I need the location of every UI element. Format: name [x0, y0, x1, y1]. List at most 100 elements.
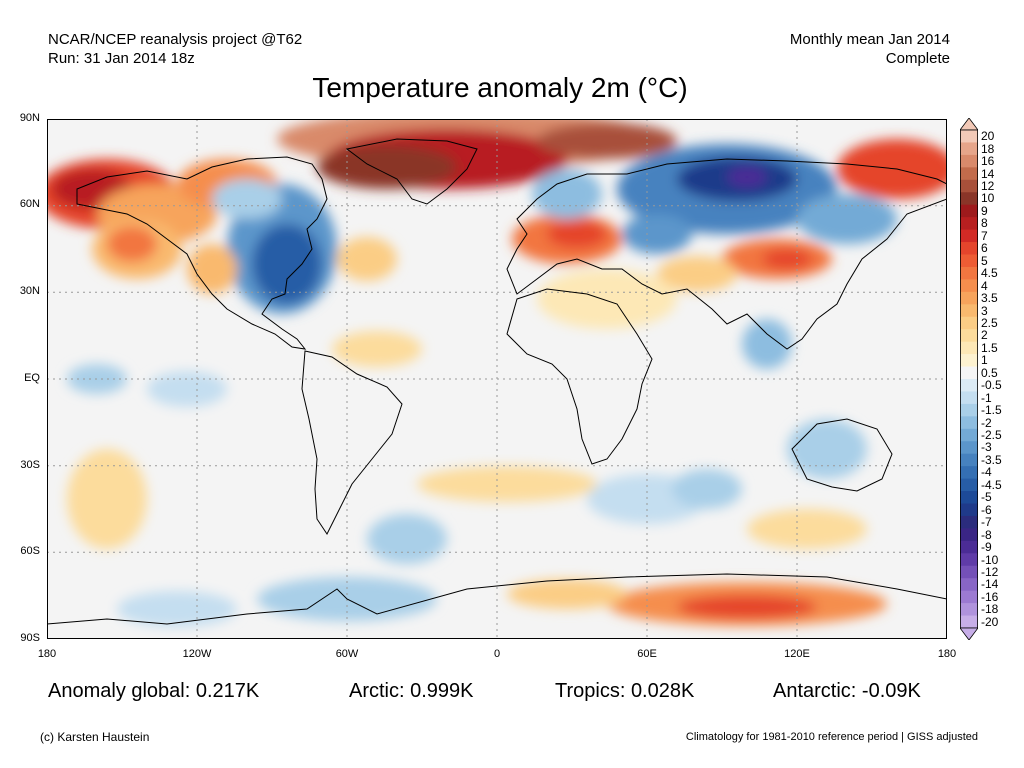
colorbar-label: -16: [981, 589, 999, 604]
status-label: Complete: [885, 50, 950, 67]
colorbar-swatch: [960, 341, 978, 355]
colorbar-swatch: [960, 229, 978, 243]
source-label: NCAR/NCEP reanalysis project @T62: [48, 31, 303, 48]
anomaly-map: [47, 119, 947, 639]
colorbar-label: -2.5: [981, 428, 1002, 443]
colorbar-label: -10: [981, 552, 999, 567]
colorbar-label: -5: [981, 490, 992, 505]
coast-north-america: [76, 156, 328, 350]
colorbar-swatch: [960, 416, 978, 430]
lat-label: 30N: [19, 285, 40, 297]
lat-label: 90N: [19, 112, 40, 124]
coast-greenland: [345, 138, 478, 205]
colorbar: [960, 118, 978, 640]
lat-label: EQ: [24, 372, 40, 384]
colorbar-swatch: [960, 366, 978, 380]
colorbar-label: 3.5: [981, 291, 998, 306]
lon-label: 180: [37, 648, 57, 660]
colorbar-label: -6: [981, 502, 992, 517]
colorbar-swatch: [960, 453, 978, 467]
colorbar-label: 6: [981, 241, 988, 256]
colorbar-swatch: [960, 329, 978, 343]
stat-tropics: Tropics: 0.028K: [555, 680, 695, 702]
stat-arctic: Arctic: 0.999K: [349, 680, 474, 702]
colorbar-label: -3.5: [981, 452, 1002, 467]
header-right: Monthly mean Jan 2014 Complete: [790, 30, 950, 68]
colorbar-swatch: [960, 615, 978, 629]
colorbar-label: 2: [981, 328, 988, 343]
colorbar-label: 3: [981, 303, 988, 318]
colorbar-swatch: [960, 540, 978, 554]
credit-label: (c) Karsten Haustein: [40, 730, 150, 744]
colorbar-swatch: [960, 478, 978, 492]
colorbar-swatch: [960, 403, 978, 417]
coast-africa: [506, 288, 653, 465]
map-frame: [47, 119, 947, 639]
colorbar-label: -4: [981, 465, 992, 480]
colorbar-label: -20: [981, 614, 999, 629]
stat-global: Anomaly global: 0.217K: [48, 680, 260, 702]
colorbar-label: 9: [981, 203, 988, 218]
colorbar-swatch: [960, 304, 978, 318]
lat-label: 30S: [20, 459, 40, 471]
colorbar-swatch: [960, 428, 978, 442]
colorbar-label: -9: [981, 540, 992, 555]
map-canvas: [47, 119, 947, 639]
colorbar-swatch: [960, 179, 978, 193]
colorbar-label: 2.5: [981, 315, 998, 330]
colorbar-swatch: [960, 528, 978, 542]
coast-antarctica: [47, 573, 947, 625]
coast-eurasia: [506, 158, 947, 350]
colorbar-label: 12: [981, 179, 995, 194]
lat-label: 90S: [20, 632, 40, 644]
colorbar-label: 1.5: [981, 340, 998, 355]
colorbar-swatch: [960, 167, 978, 181]
coast-south-america: [301, 350, 403, 535]
colorbar-swatch: [960, 254, 978, 268]
header-left: NCAR/NCEP reanalysis project @T62 Run: 3…: [48, 30, 302, 68]
colorbar-label: 1: [981, 353, 988, 368]
colorbar-swatch: [960, 503, 978, 517]
colorbar-swatch: [960, 279, 978, 293]
run-label: Run: 31 Jan 2014 18z: [48, 50, 195, 67]
colorbar-swatch: [960, 142, 978, 156]
colorbar-swatch: [960, 217, 978, 231]
graticule: [47, 119, 947, 639]
colorbar-min-arrow: [960, 627, 978, 640]
colorbar-label: -0.5: [981, 378, 1002, 393]
colorbar-swatch: [960, 391, 978, 405]
colorbar-label: -1: [981, 390, 992, 405]
colorbar-label: -7: [981, 515, 992, 530]
colorbar-label: -12: [981, 564, 999, 579]
colorbar-label: 4: [981, 278, 988, 293]
lon-label: 0: [493, 648, 501, 660]
stat-antarctic: Antarctic: -0.09K: [773, 680, 921, 702]
lat-label: 60S: [20, 545, 40, 557]
lon-label: 60E: [637, 648, 657, 660]
colorbar-swatch: [960, 379, 978, 392]
colorbar-swatch: [960, 266, 978, 280]
colorbar-label: 20: [981, 129, 995, 144]
colorbar-swatch: [960, 192, 978, 206]
colorbar-label: -1.5: [981, 403, 1002, 418]
colorbar-label: 10: [981, 191, 995, 206]
colorbar-swatch: [960, 578, 978, 592]
colorbar-swatch: [960, 291, 978, 305]
colorbar-label: 7: [981, 228, 988, 243]
lon-label: 120W: [182, 648, 212, 660]
lat-label: 60N: [19, 198, 40, 210]
colorbar-label: -3: [981, 440, 992, 455]
colorbar-label: -2: [981, 415, 992, 430]
colorbar-swatch: [960, 565, 978, 579]
colorbar-label: -8: [981, 527, 992, 542]
colorbar-swatch: [960, 441, 978, 455]
colorbar-label: -4.5: [981, 477, 1002, 492]
colorbar-label: 0.5: [981, 365, 998, 380]
climatology-note: Climatology for 1981-2010 reference peri…: [685, 731, 978, 743]
map-title: Temperature anomaly 2m (°C): [312, 72, 688, 103]
colorbar-swatch: [960, 242, 978, 255]
colorbar-label: 4.5: [981, 266, 998, 281]
colorbar-label: 8: [981, 216, 988, 231]
lon-label: 60W: [335, 648, 359, 660]
colorbar-label: 16: [981, 154, 995, 169]
